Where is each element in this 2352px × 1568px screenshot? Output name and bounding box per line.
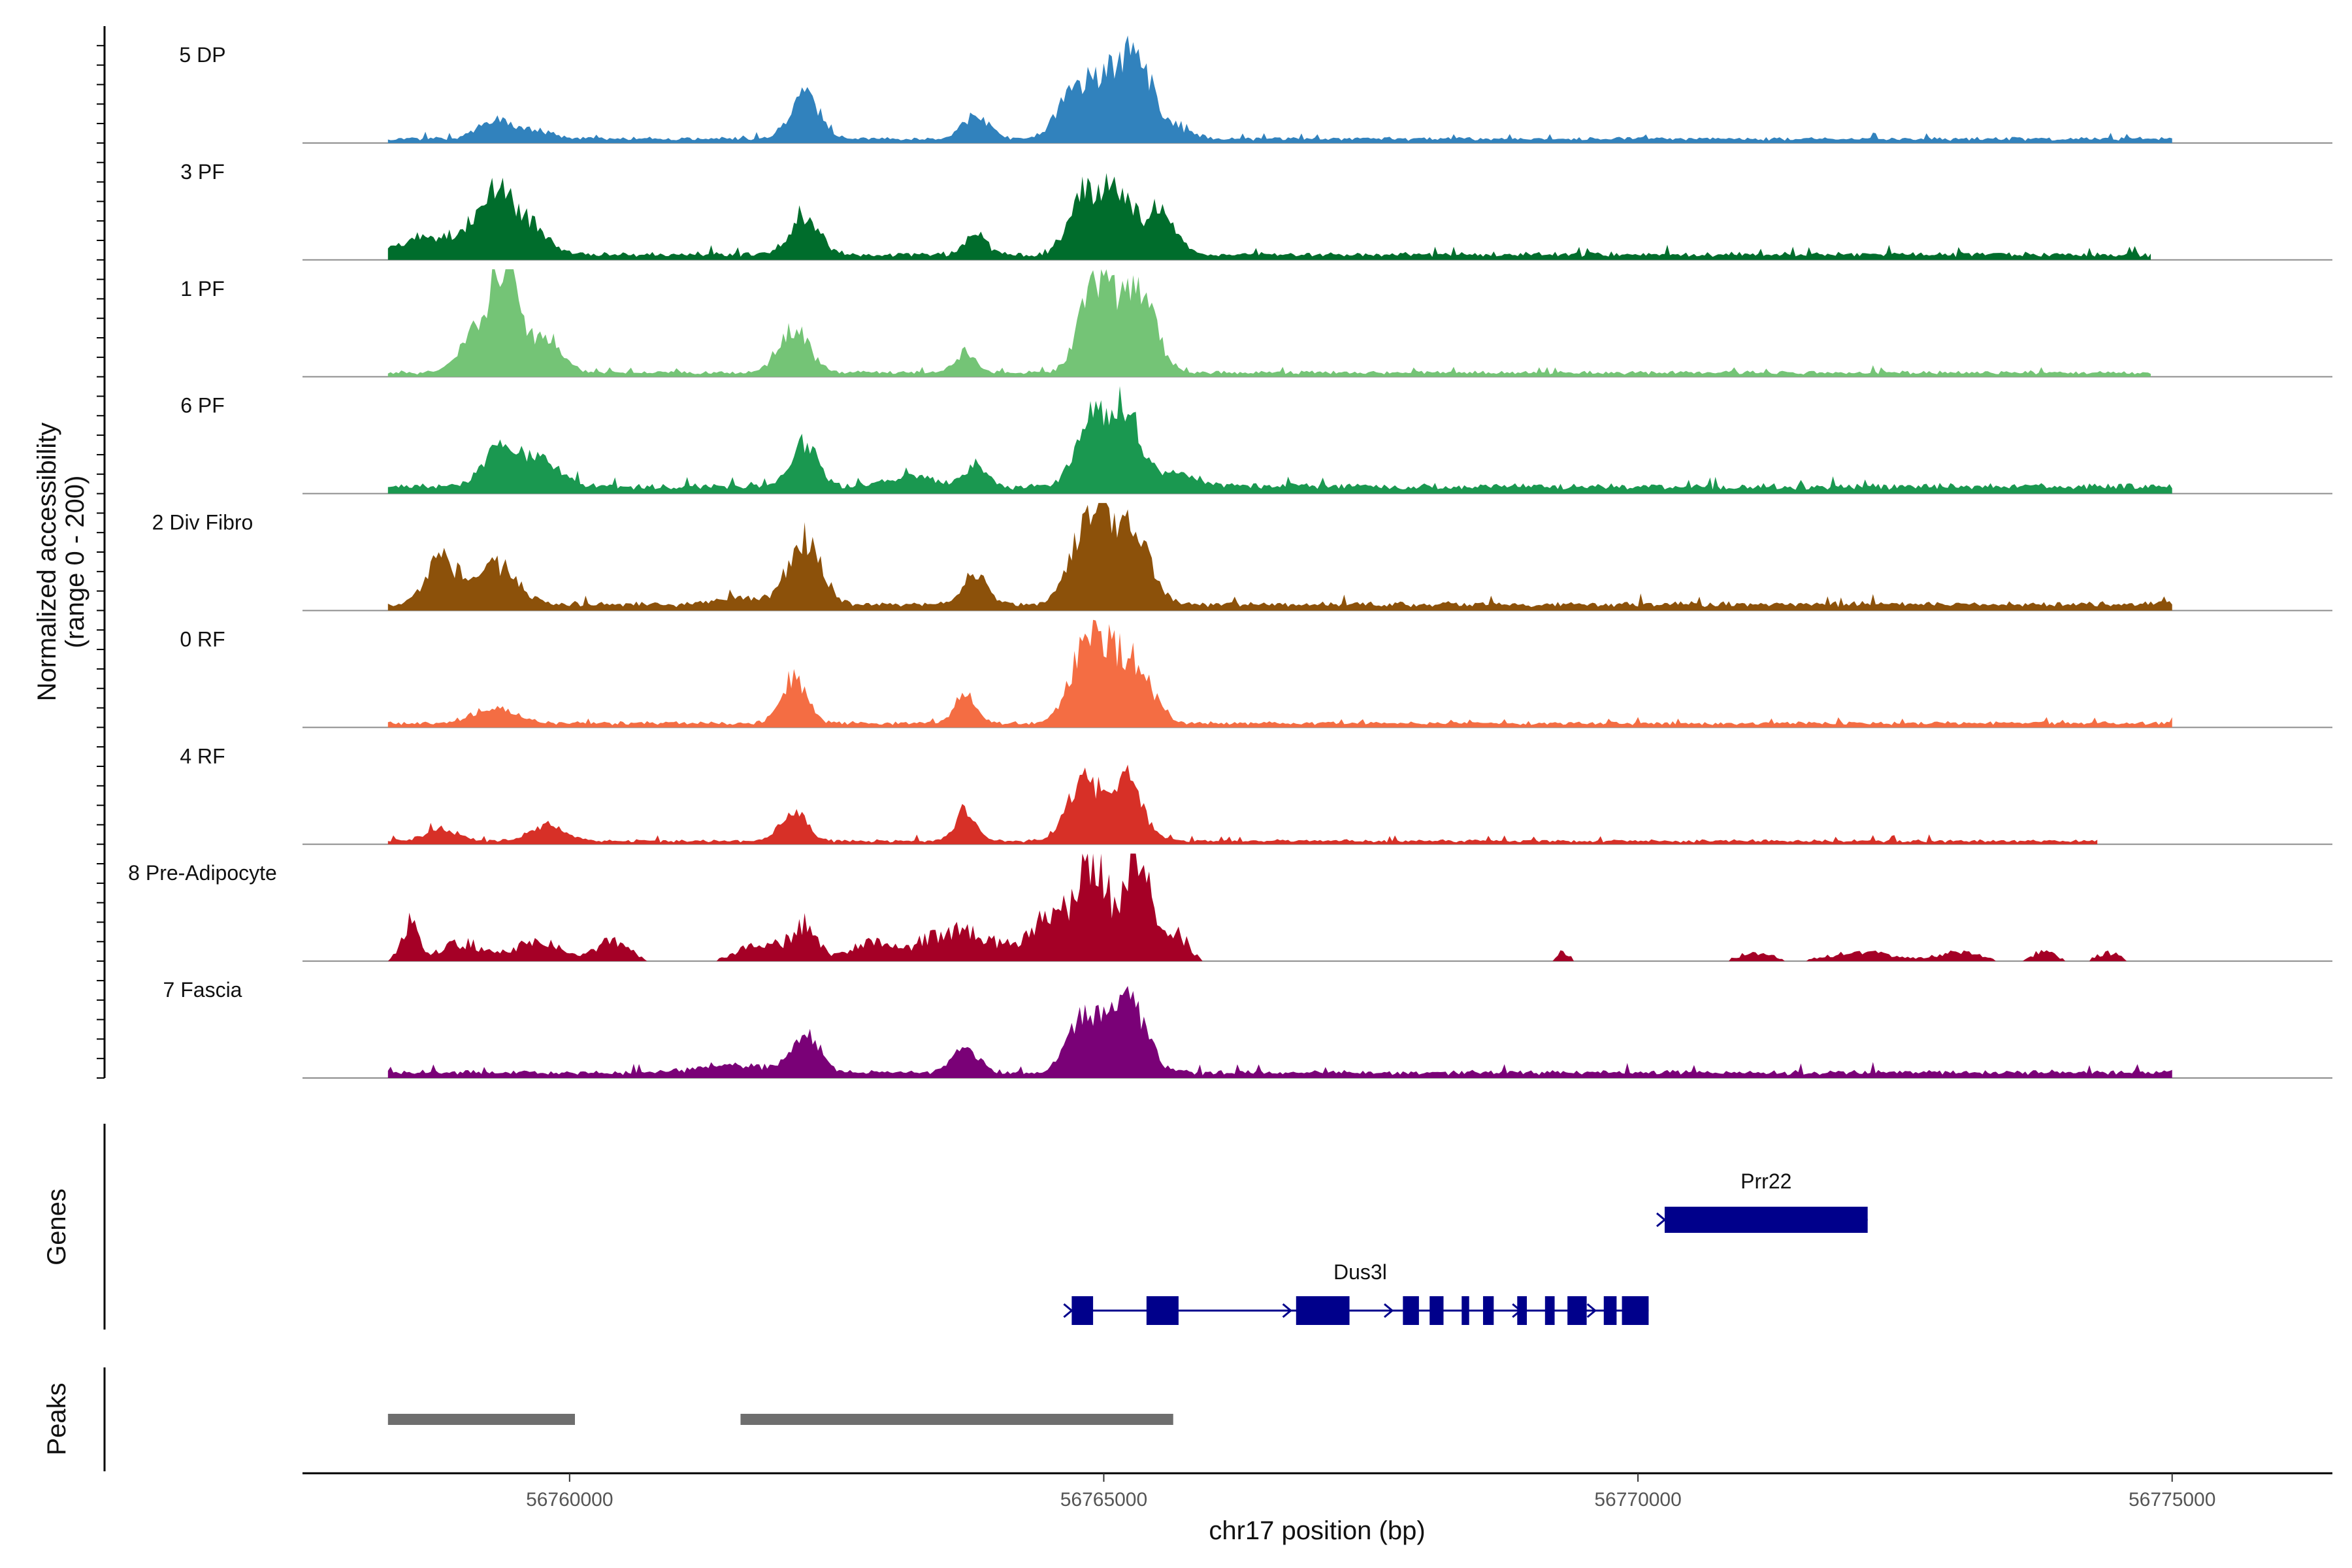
gene-label: Prr22: [1740, 1169, 1791, 1193]
gene-exon: [1622, 1296, 1649, 1325]
x-tick-label: 56765000: [1060, 1489, 1147, 1511]
track-label: 8 Pre-Adipocyte: [128, 861, 277, 885]
gene-exon: [1403, 1296, 1419, 1325]
x-tick-label: 56760000: [526, 1489, 613, 1511]
gene-exon: [1429, 1296, 1444, 1325]
coverage-area: [387, 764, 2098, 845]
gene-exon: [1603, 1296, 1617, 1325]
strand-arrow: [1063, 1303, 1073, 1318]
gene-dus3l: Dus3l: [1063, 1260, 1649, 1325]
gene-exon: [1296, 1296, 1350, 1325]
coverage-area: [387, 172, 2151, 260]
peaks-panel: Peaks: [42, 1367, 1173, 1471]
accessibility-tracks: 5 DP 3 PF 1 PF 6 PF 2 Div Fibro 0 RF 4 RF 8 Pre…: [128, 35, 2332, 1079]
track-1-pf: 1 PF: [180, 269, 2332, 378]
track-3-pf: 3 PF: [180, 160, 2332, 261]
left-axis: [97, 26, 106, 1079]
coverage-area: [387, 35, 2172, 143]
gene-label: Dus3l: [1333, 1260, 1387, 1284]
genes-panel: Genes Prr22 Dus3l: [42, 1124, 1868, 1330]
gene-exon: [1146, 1296, 1179, 1325]
track-label: 3 PF: [180, 160, 225, 184]
strand-arrow: [1656, 1212, 1667, 1228]
x-tick-label: 56770000: [1594, 1489, 1681, 1511]
gene-exon: [1482, 1296, 1494, 1325]
peaks-title: Peaks: [42, 1382, 71, 1455]
gene-exon: [1544, 1296, 1555, 1325]
track-8-pre-adipocyte: 8 Pre-Adipocyte: [128, 853, 2332, 962]
track-6-pf: 6 PF: [180, 386, 2332, 495]
coverage-area: [387, 619, 2172, 728]
peak-region: [387, 1414, 575, 1425]
gene-exon: [1071, 1296, 1094, 1325]
y-axis-subtitle: (range 0 - 200): [61, 476, 90, 649]
track-label: 0 RF: [180, 627, 225, 651]
coverage-area: [387, 386, 2172, 494]
strand-arrow: [1282, 1303, 1292, 1318]
x-axis: 56760000 56765000 56770000 56775000: [302, 1472, 2332, 1511]
gene-exon: [1567, 1296, 1587, 1325]
gene-exon: [1517, 1296, 1527, 1325]
strand-arrow: [1384, 1303, 1394, 1318]
track-label: 6 PF: [180, 394, 225, 417]
coverage-area: [387, 853, 2172, 962]
y-axis-title: Normalized accessibility: [33, 423, 61, 702]
coverage-area: [387, 986, 2172, 1078]
gene-exon: [1462, 1296, 1469, 1325]
track-label: 7 Fascia: [163, 978, 242, 1002]
coverage-area: [387, 269, 2151, 377]
track-label: 5 DP: [179, 43, 225, 67]
genes-title: Genes: [42, 1188, 71, 1266]
x-axis-title: chr17 position (bp): [1209, 1516, 1425, 1545]
track-label: 1 PF: [180, 277, 225, 301]
coverage-area: [387, 502, 2172, 611]
track-label: 4 RF: [180, 744, 225, 768]
peak-region: [740, 1414, 1173, 1425]
track-4-rf: 4 RF: [180, 744, 2332, 845]
gene-prr22: Prr22: [1656, 1169, 1868, 1233]
track-5-dp: 5 DP: [179, 35, 2332, 144]
track-7-fascia: 7 Fascia: [163, 978, 2332, 1079]
strand-arrow: [1586, 1303, 1597, 1318]
track-label: 2 Div Fibro: [152, 511, 253, 534]
track-2-div-fibro: 2 Div Fibro: [152, 502, 2332, 612]
track-0-rf: 0 RF: [180, 619, 2332, 728]
gene-exon: [1664, 1207, 1868, 1233]
x-tick-label: 56775000: [2129, 1489, 2215, 1511]
